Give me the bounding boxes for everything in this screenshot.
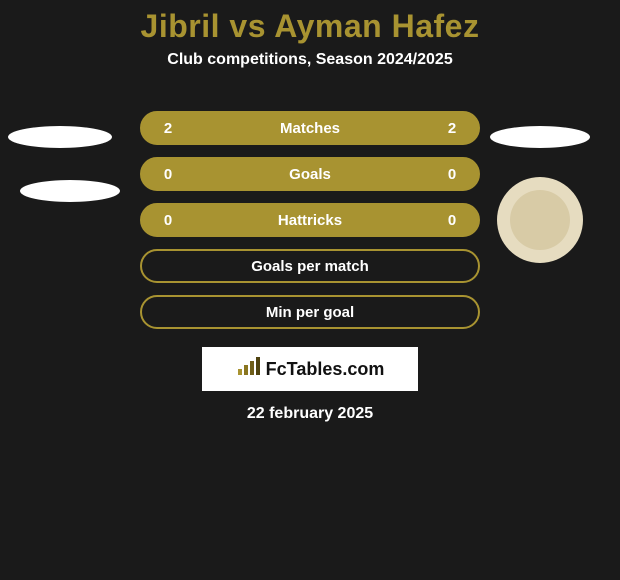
stat-right-value: 0 — [442, 166, 462, 183]
comparison-subtitle: Club competitions, Season 2024/2025 — [0, 51, 620, 69]
stat-label: Goals per match — [178, 258, 442, 275]
stat-label: Hattricks — [178, 212, 442, 229]
stat-label: Min per goal — [178, 304, 442, 321]
stat-row-hattricks: 0 Hattricks 0 — [140, 203, 480, 237]
stat-right-value: 0 — [442, 212, 462, 229]
stat-left-value: 0 — [158, 166, 178, 183]
stat-row-goals: 0 Goals 0 — [140, 157, 480, 191]
player1-avatar-icon — [8, 126, 112, 148]
stat-right-value: 2 — [442, 120, 462, 137]
stat-label: Goals — [178, 166, 442, 183]
player1-team-icon — [20, 180, 120, 202]
brand-prefix: Fc — [266, 359, 287, 379]
player2-team-badge-icon — [497, 177, 583, 263]
stat-row-min-per-goal: Min per goal — [140, 295, 480, 329]
stat-row-matches: 2 Matches 2 — [140, 111, 480, 145]
stat-label: Matches — [178, 120, 442, 137]
comparison-title: Jibril vs Ayman Hafez — [0, 0, 620, 45]
player2-avatar-icon — [490, 126, 590, 148]
stat-row-goals-per-match: Goals per match — [140, 249, 480, 283]
stat-left-value: 2 — [158, 120, 178, 137]
brand-text: FcTables.com — [266, 359, 385, 380]
bar-chart-icon — [236, 357, 262, 382]
brand-suffix: Tables.com — [287, 359, 385, 379]
brand-logo: FcTables.com — [202, 347, 418, 391]
team-badge-inner-icon — [510, 190, 570, 250]
snapshot-date: 22 february 2025 — [0, 405, 620, 423]
stat-left-value: 0 — [158, 212, 178, 229]
